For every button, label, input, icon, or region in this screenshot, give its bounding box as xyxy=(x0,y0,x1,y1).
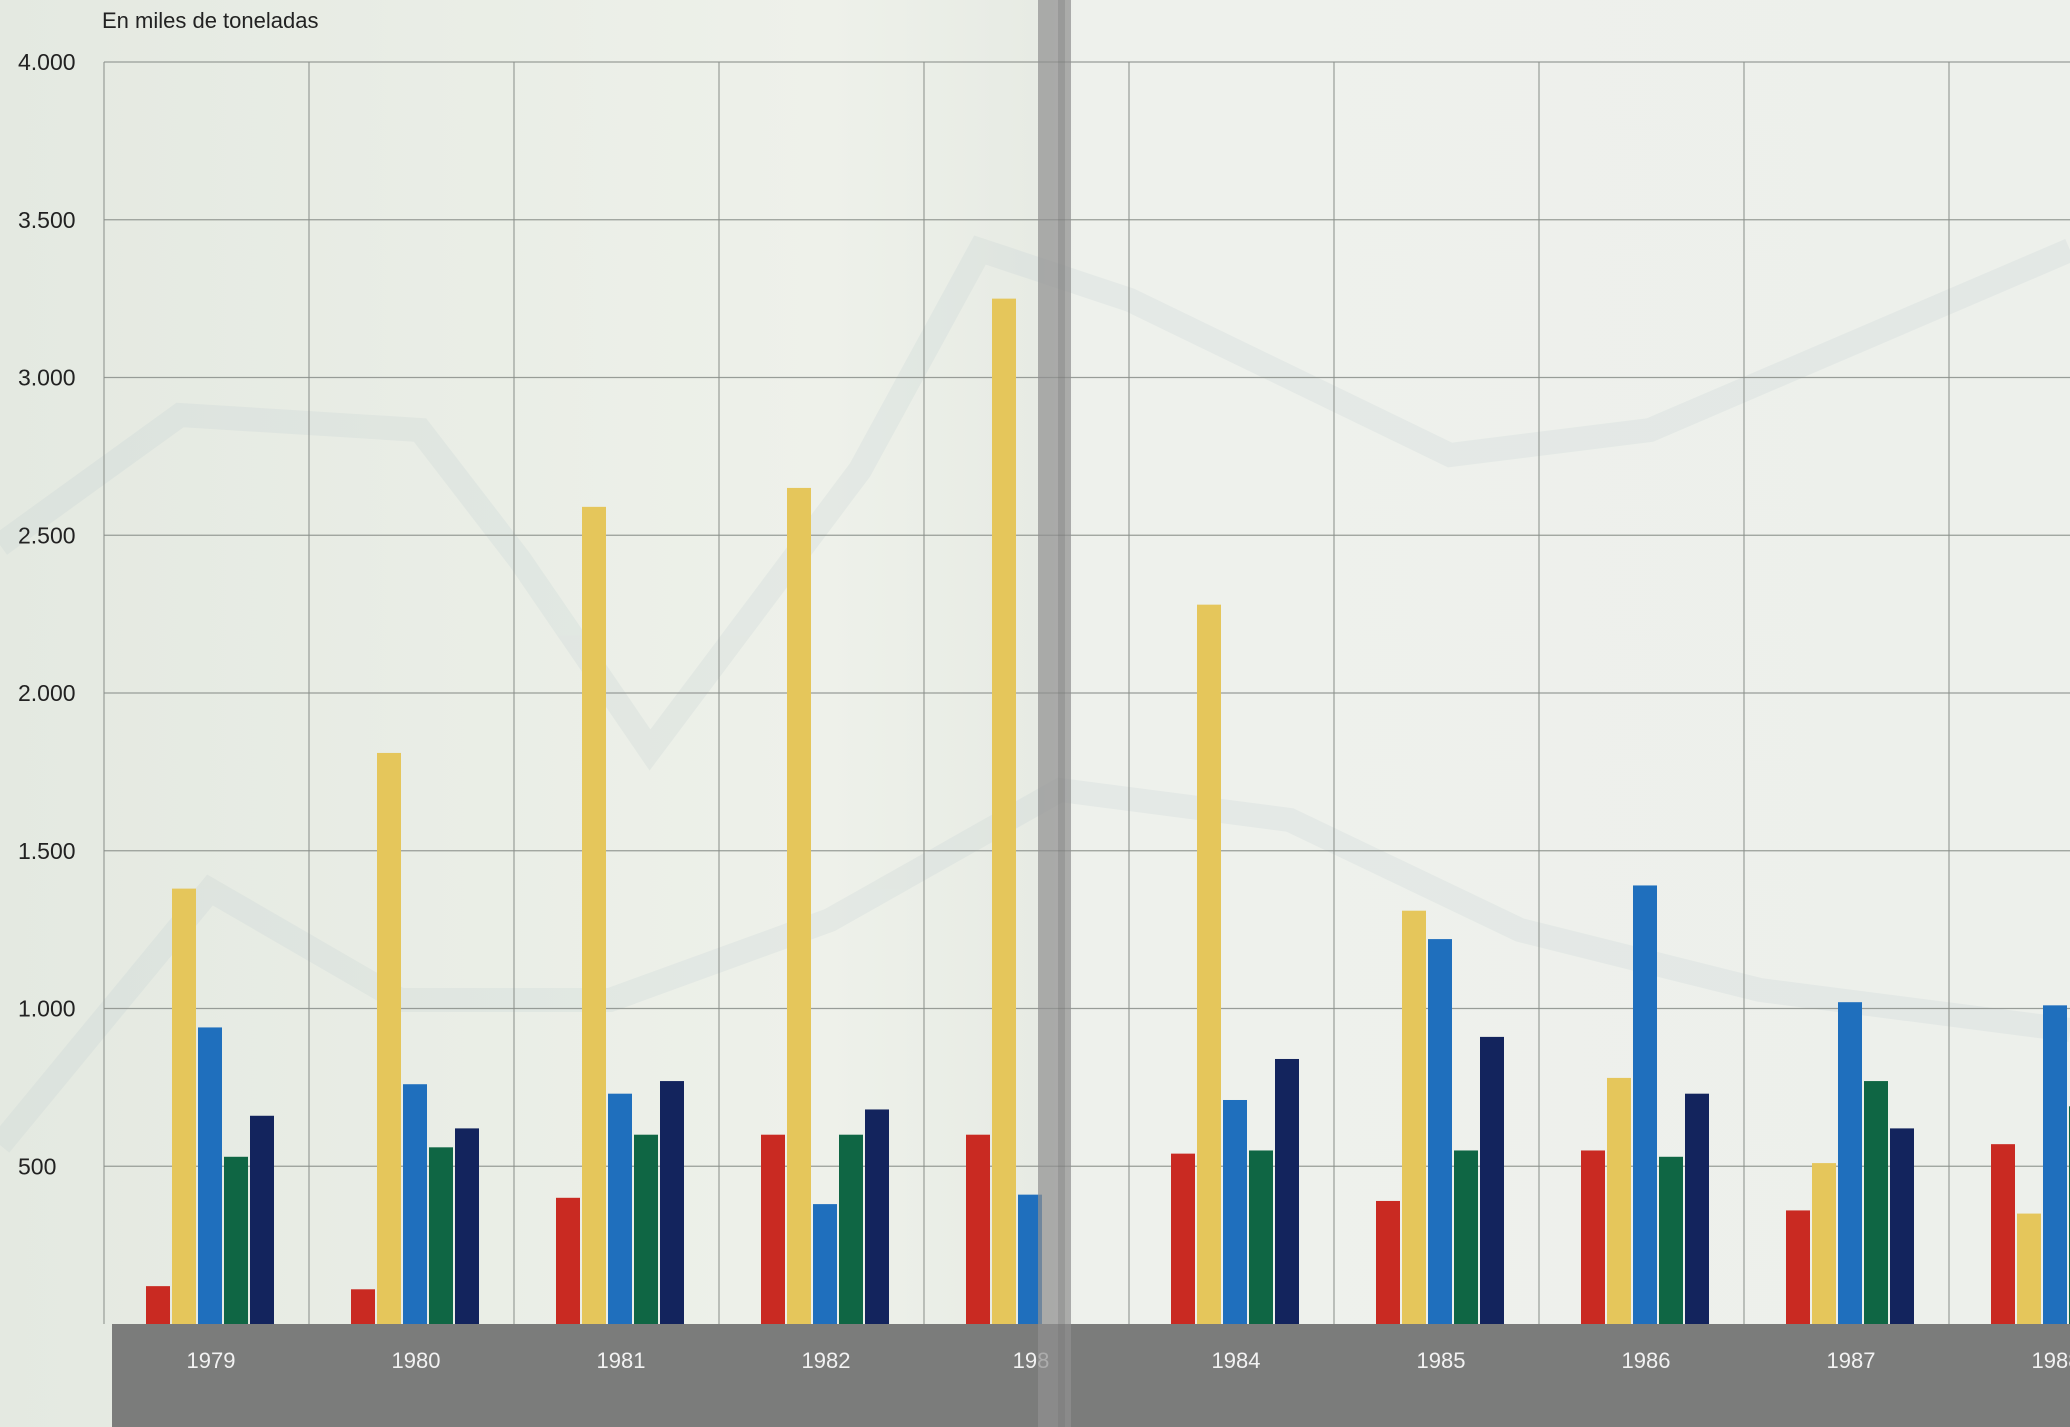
bar xyxy=(582,506,606,1325)
bar xyxy=(787,487,811,1324)
bar xyxy=(813,1204,837,1324)
x-tick-label: 1988 xyxy=(2032,1348,2070,1373)
bar xyxy=(1581,1150,1605,1324)
x-tick-label: 1986 xyxy=(1622,1348,1671,1373)
bar xyxy=(1659,1156,1683,1324)
bar xyxy=(224,1156,248,1324)
bar xyxy=(2043,1005,2067,1324)
x-tick-label: 1987 xyxy=(1827,1348,1876,1373)
x-axis-labels: 197919801981198219819841985198619871988 xyxy=(187,1348,2070,1373)
bar xyxy=(865,1109,889,1324)
bars-group xyxy=(146,298,2070,1325)
bar xyxy=(403,1084,427,1324)
bar xyxy=(146,1286,170,1324)
bar xyxy=(1428,939,1452,1324)
y-tick-label: 3.000 xyxy=(18,365,76,391)
bar xyxy=(556,1197,580,1324)
bar xyxy=(839,1134,863,1324)
bar xyxy=(429,1147,453,1324)
bar xyxy=(1402,910,1426,1324)
bar xyxy=(1838,1002,1862,1324)
bar xyxy=(1607,1077,1631,1324)
bar xyxy=(1685,1093,1709,1324)
bar xyxy=(992,298,1016,1324)
bar xyxy=(172,888,196,1324)
y-axis-labels: 500 1.000 1.500 2.000 2.500 3.000 3.500 4.000 xyxy=(18,49,76,1179)
bar xyxy=(455,1128,479,1324)
bar xyxy=(660,1081,684,1324)
page-fold-shadow xyxy=(1058,0,1065,1427)
bar xyxy=(1171,1153,1195,1324)
bar xyxy=(1454,1150,1478,1324)
bar xyxy=(608,1093,632,1324)
grid-lines xyxy=(103,61,2070,1324)
bar xyxy=(351,1289,375,1324)
bar xyxy=(198,1027,222,1324)
x-axis-band xyxy=(112,1324,2070,1427)
bar xyxy=(1890,1128,1914,1324)
bar xyxy=(1197,604,1221,1324)
bar xyxy=(634,1134,658,1324)
bar xyxy=(761,1134,785,1324)
bar xyxy=(1633,885,1657,1324)
x-tick-label: 1981 xyxy=(597,1348,646,1373)
y-tick-label: 4.000 xyxy=(18,49,76,75)
bar xyxy=(2017,1213,2041,1324)
y-tick-label: 500 xyxy=(18,1153,56,1179)
x-tick-label: 1980 xyxy=(392,1348,441,1373)
y-tick-label: 2.500 xyxy=(18,522,76,548)
y-axis-unit-label: En miles de toneladas xyxy=(102,8,318,33)
bar xyxy=(1249,1150,1273,1324)
x-tick-label: 1979 xyxy=(187,1348,236,1373)
bar xyxy=(377,752,401,1324)
bar xyxy=(250,1115,274,1324)
x-tick-label: 1985 xyxy=(1417,1348,1466,1373)
bar xyxy=(1864,1081,1888,1324)
bar xyxy=(966,1134,990,1324)
bar xyxy=(1275,1058,1299,1324)
x-axis-band-rect xyxy=(112,1324,2070,1427)
bar xyxy=(1480,1036,1504,1324)
y-tick-label: 3.500 xyxy=(18,207,76,233)
y-tick-label: 1.500 xyxy=(18,838,76,864)
x-tick-label: 1982 xyxy=(802,1348,851,1373)
bar xyxy=(1991,1144,2015,1324)
bar xyxy=(1223,1099,1247,1324)
bar xyxy=(1786,1210,1810,1324)
bar xyxy=(1376,1200,1400,1324)
page-fold xyxy=(1038,0,1071,1427)
y-tick-label: 2.000 xyxy=(18,680,76,706)
x-tick-label: 1984 xyxy=(1212,1348,1261,1373)
y-tick-label: 1.000 xyxy=(18,996,76,1022)
bar xyxy=(1812,1163,1836,1324)
